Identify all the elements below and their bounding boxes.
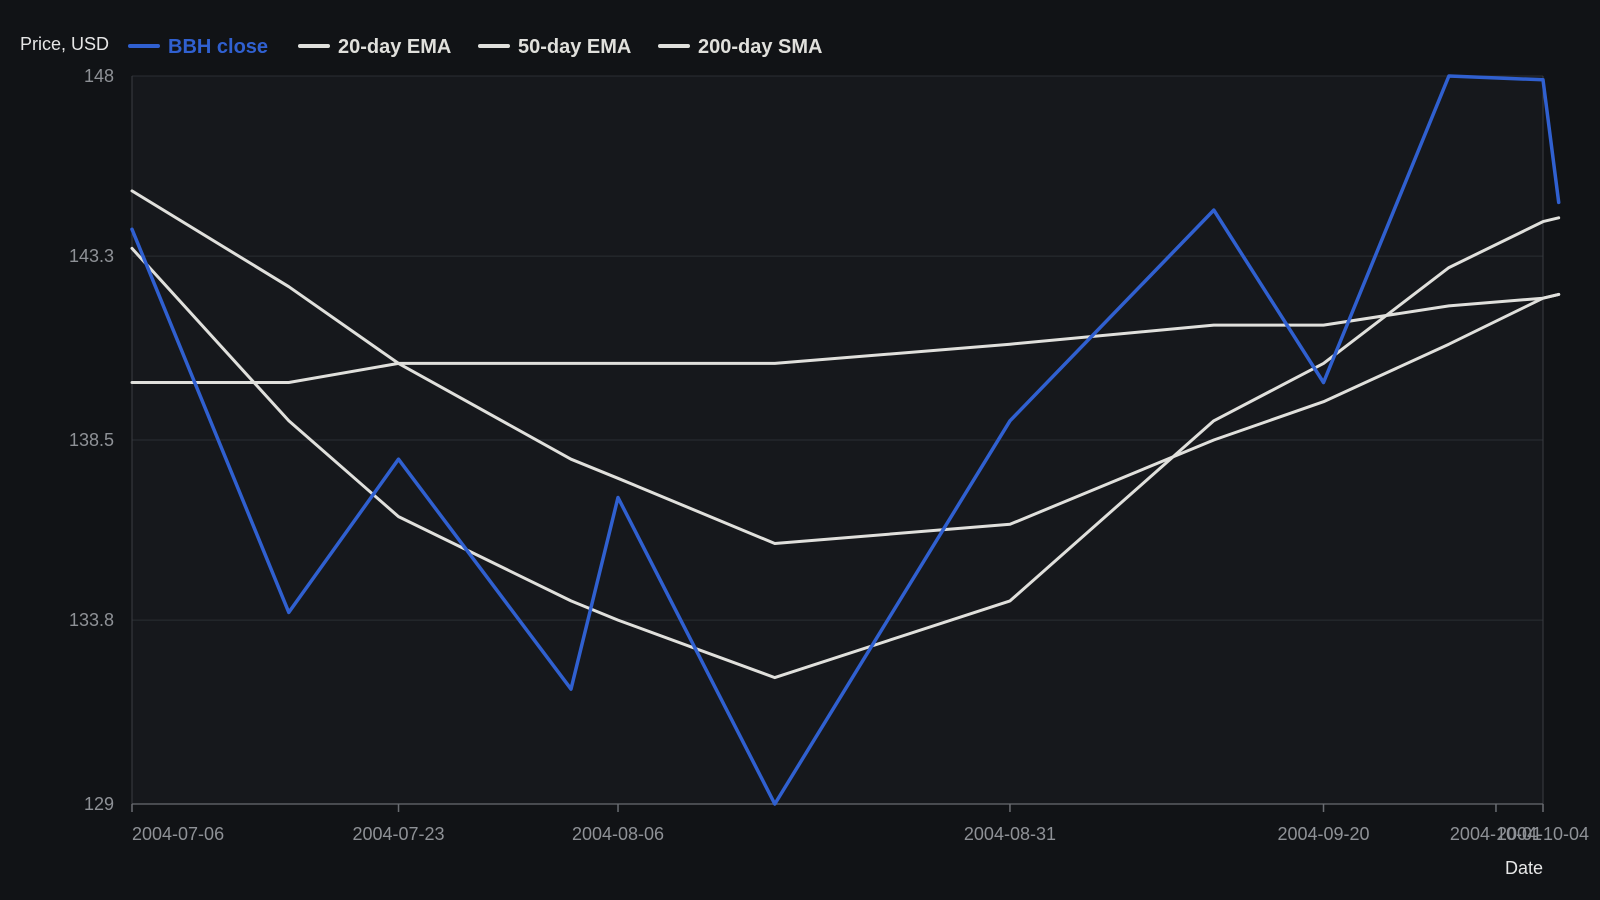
legend-label-bbh-close: BBH close bbox=[168, 36, 268, 58]
x-axis-title: Date bbox=[1505, 858, 1543, 878]
x-tick-label: 2004-10-01 bbox=[1450, 824, 1542, 844]
x-tick-label: 2004-10-04 bbox=[1497, 824, 1589, 844]
series-line-20-day-ema bbox=[130, 216, 1561, 680]
y-tick-label: 148 bbox=[84, 66, 114, 86]
x-tick-label: 2004-09-20 bbox=[1277, 824, 1369, 844]
legend-label-200-day-sma: 200-day SMA bbox=[698, 36, 823, 58]
legend-label-20-day-ema: 20-day EMA bbox=[338, 36, 451, 58]
series-line-bbh-close bbox=[130, 74, 1561, 806]
y-tick-label: 138.5 bbox=[69, 430, 114, 450]
legend-label-50-day-ema: 50-day EMA bbox=[518, 36, 631, 58]
series-line-50-day-ema bbox=[130, 189, 1561, 545]
x-tick-label: 2004-08-06 bbox=[572, 824, 664, 844]
x-tick-label: 2004-07-06 bbox=[132, 824, 224, 844]
y-tick-label: 133.8 bbox=[69, 610, 114, 630]
series-line-200-day-sma bbox=[130, 292, 1561, 384]
x-tick-label: 2004-08-31 bbox=[964, 824, 1056, 844]
x-tick-label: 2004-07-23 bbox=[352, 824, 444, 844]
y-tick-label: 143.3 bbox=[69, 246, 114, 266]
y-tick-label: 129 bbox=[84, 794, 114, 814]
y-axis-title: Price, USD bbox=[20, 34, 109, 54]
